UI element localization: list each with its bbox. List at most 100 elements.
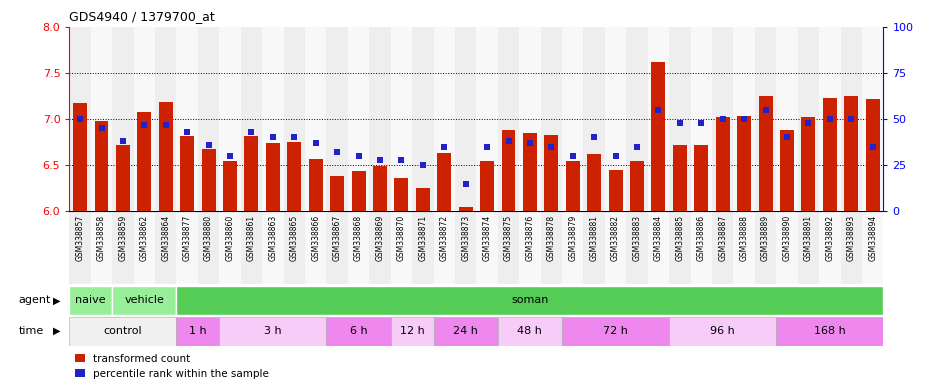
- Point: [179, 129, 194, 135]
- Text: GSM338888: GSM338888: [740, 215, 748, 261]
- Bar: [416, 188, 430, 211]
- Text: GSM338885: GSM338885: [675, 215, 684, 261]
- Text: GSM338858: GSM338858: [97, 215, 106, 261]
- Bar: [820, 27, 841, 211]
- Bar: [545, 135, 559, 211]
- Point: [865, 144, 880, 150]
- Point: [202, 142, 216, 148]
- Bar: [797, 211, 820, 284]
- Text: GSM338880: GSM338880: [204, 215, 213, 261]
- Text: GSM338869: GSM338869: [376, 215, 385, 261]
- Bar: [434, 211, 455, 284]
- Bar: [562, 211, 584, 284]
- Bar: [305, 211, 327, 284]
- Text: 48 h: 48 h: [517, 326, 542, 336]
- Bar: [519, 211, 540, 284]
- Bar: [94, 121, 108, 211]
- Bar: [672, 145, 687, 211]
- Bar: [434, 317, 498, 346]
- Bar: [712, 27, 734, 211]
- Bar: [669, 27, 691, 211]
- Text: 12 h: 12 h: [400, 326, 425, 336]
- Text: GSM338878: GSM338878: [547, 215, 556, 261]
- Text: GSM338879: GSM338879: [568, 215, 577, 261]
- Bar: [501, 130, 515, 211]
- Bar: [780, 130, 794, 211]
- Point: [94, 125, 109, 131]
- Bar: [223, 161, 237, 211]
- Bar: [309, 159, 323, 211]
- Text: GSM338872: GSM338872: [439, 215, 449, 261]
- Point: [137, 121, 152, 127]
- Bar: [202, 149, 216, 211]
- Bar: [498, 211, 519, 284]
- Bar: [155, 211, 177, 284]
- Bar: [540, 211, 562, 284]
- Bar: [562, 27, 584, 211]
- Text: GSM338857: GSM338857: [76, 215, 84, 261]
- Bar: [369, 211, 390, 284]
- Bar: [177, 286, 883, 315]
- Point: [73, 116, 88, 122]
- Point: [458, 180, 473, 187]
- Bar: [390, 317, 434, 346]
- Bar: [626, 211, 647, 284]
- Text: GSM338891: GSM338891: [804, 215, 813, 261]
- Bar: [369, 27, 390, 211]
- Bar: [352, 170, 365, 211]
- Bar: [776, 211, 797, 284]
- Bar: [609, 170, 623, 211]
- Bar: [284, 211, 305, 284]
- Text: 6 h: 6 h: [350, 326, 367, 336]
- Bar: [584, 27, 605, 211]
- Point: [630, 144, 645, 150]
- Point: [736, 116, 751, 122]
- Text: GSM338886: GSM338886: [697, 215, 706, 261]
- Bar: [73, 103, 87, 211]
- Text: GSM338871: GSM338871: [418, 215, 427, 261]
- Bar: [605, 27, 626, 211]
- Bar: [630, 161, 644, 211]
- Bar: [480, 161, 494, 211]
- Text: GSM338884: GSM338884: [654, 215, 663, 261]
- Bar: [862, 211, 883, 284]
- Bar: [348, 211, 369, 284]
- Point: [523, 140, 537, 146]
- Bar: [605, 211, 626, 284]
- Text: GSM338863: GSM338863: [268, 215, 278, 261]
- Text: GSM338889: GSM338889: [761, 215, 770, 261]
- Bar: [459, 207, 473, 211]
- Text: GDS4940 / 1379700_at: GDS4940 / 1379700_at: [69, 10, 216, 23]
- Bar: [476, 211, 498, 284]
- Point: [244, 129, 259, 135]
- Point: [158, 121, 173, 127]
- Text: GSM338861: GSM338861: [247, 215, 256, 261]
- Bar: [69, 317, 177, 346]
- Bar: [734, 211, 755, 284]
- Bar: [587, 154, 601, 211]
- Bar: [262, 211, 284, 284]
- Point: [586, 134, 601, 141]
- Text: 24 h: 24 h: [453, 326, 478, 336]
- Point: [415, 162, 430, 168]
- Bar: [69, 27, 91, 211]
- Bar: [776, 317, 883, 346]
- Bar: [159, 103, 173, 211]
- Text: 3 h: 3 h: [264, 326, 282, 336]
- Bar: [219, 317, 327, 346]
- Bar: [823, 98, 837, 211]
- Point: [565, 153, 580, 159]
- Bar: [330, 176, 344, 211]
- Point: [116, 138, 130, 144]
- Point: [609, 153, 623, 159]
- Bar: [219, 211, 240, 284]
- Bar: [327, 27, 348, 211]
- Bar: [691, 27, 712, 211]
- Text: GSM338874: GSM338874: [483, 215, 491, 261]
- Bar: [198, 27, 219, 211]
- Bar: [69, 286, 112, 315]
- Point: [394, 157, 409, 163]
- Bar: [455, 211, 476, 284]
- Text: soman: soman: [512, 295, 549, 306]
- Bar: [348, 27, 369, 211]
